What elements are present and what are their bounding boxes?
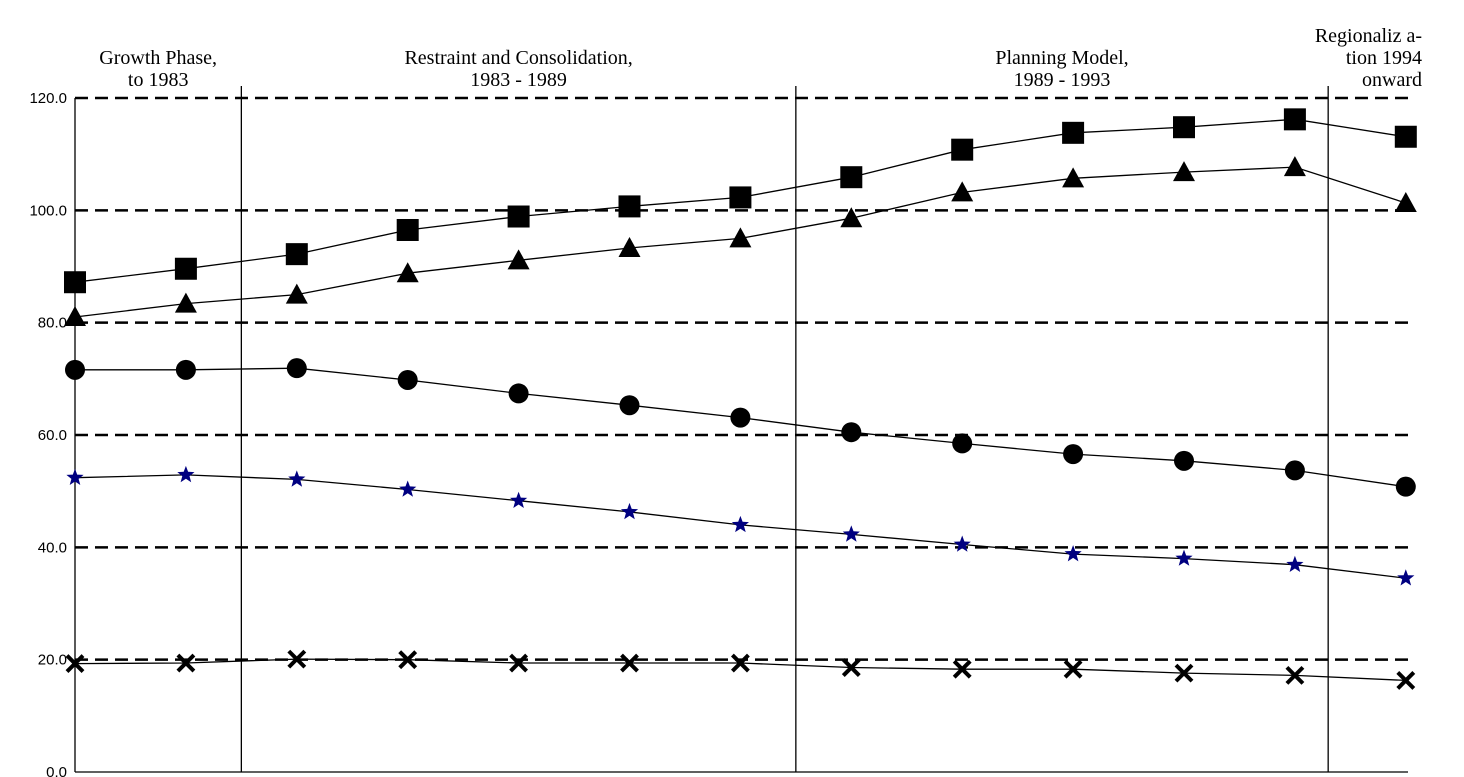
data-point-x <box>1174 663 1194 683</box>
phase-label: Restraint and Consolidation,1983 - 1989 <box>404 47 632 91</box>
phase-label-line: 1989 - 1993 <box>1014 69 1111 91</box>
data-point-square <box>396 218 419 241</box>
data-point-square <box>64 271 86 294</box>
phase-label-line: Regionaliz a- <box>1315 25 1422 47</box>
data-point-circle <box>952 433 973 454</box>
data-point-x <box>65 654 85 674</box>
data-point-star <box>1397 569 1415 586</box>
series-triangle <box>64 156 1417 327</box>
data-point-square <box>729 186 752 209</box>
y-tick-label: 80.0 <box>38 315 67 332</box>
data-point-circle <box>508 383 529 404</box>
y-tick-label: 60.0 <box>38 427 67 444</box>
data-point-star <box>953 535 971 552</box>
y-tick-label: 0.0 <box>46 764 67 777</box>
data-point-triangle <box>64 306 86 327</box>
data-point-square <box>1173 116 1195 139</box>
data-point-square <box>174 257 197 280</box>
data-point-triangle <box>285 283 308 304</box>
data-point-circle <box>1174 450 1194 471</box>
data-point-circle <box>730 407 751 428</box>
data-point-x <box>398 650 418 670</box>
data-point-x <box>952 659 972 679</box>
data-point-square <box>1283 108 1306 131</box>
data-point-star <box>288 470 306 487</box>
series-square <box>64 108 1417 294</box>
data-point-x <box>1396 671 1416 690</box>
data-point-x <box>176 653 196 673</box>
data-point-square <box>618 195 641 218</box>
data-point-x <box>841 658 861 677</box>
phase-label-line: tion 1994 <box>1346 47 1422 69</box>
phase-label-line: to 1983 <box>128 69 189 91</box>
data-point-star <box>1286 555 1304 572</box>
data-point-star <box>620 502 639 520</box>
data-point-circle <box>619 395 640 416</box>
data-point-star <box>510 491 528 508</box>
data-point-square <box>951 138 974 161</box>
data-point-triangle <box>1394 192 1417 213</box>
data-point-x <box>620 653 639 673</box>
data-point-circle <box>1395 476 1416 497</box>
phase-label: Planning Model,1989 - 1993 <box>995 47 1128 91</box>
data-point-triangle <box>951 181 974 202</box>
data-point-star <box>731 515 749 533</box>
phase-label-line: onward <box>1362 69 1422 91</box>
phase-label-line: Restraint and Consolidation, <box>404 47 632 69</box>
data-point-circle <box>286 358 307 379</box>
data-point-star <box>1064 545 1082 562</box>
y-tick-label: 100.0 <box>29 202 67 219</box>
data-point-x <box>287 649 307 669</box>
phase-label: Growth Phase,to 1983 <box>99 47 217 91</box>
y-tick-label: 20.0 <box>38 652 67 669</box>
data-point-circle <box>1063 444 1084 465</box>
data-point-square <box>285 243 308 266</box>
phase-label-line: Planning Model, <box>995 47 1128 69</box>
data-point-triangle <box>1173 161 1195 182</box>
data-point-star <box>66 468 84 485</box>
data-point-triangle <box>618 236 641 257</box>
data-point-star <box>177 465 195 483</box>
data-point-square <box>1394 125 1417 148</box>
data-point-triangle <box>507 249 530 270</box>
data-point-star <box>1175 549 1193 566</box>
data-point-circle <box>175 359 196 380</box>
data-point-triangle <box>840 207 863 228</box>
data-point-triangle <box>396 262 419 283</box>
series-x <box>65 649 1416 690</box>
data-point-triangle <box>174 292 197 313</box>
data-point-circle <box>397 369 418 390</box>
data-point-x <box>1285 665 1305 685</box>
y-tick-label: 120.0 <box>29 90 67 107</box>
series-star <box>66 465 1415 586</box>
y-axis-tick-labels: 0.0 20.0 40.0 60.0 80.0 100.0 120.0 <box>29 90 67 777</box>
data-point-star <box>399 480 417 497</box>
data-point-circle <box>65 359 85 380</box>
data-point-triangle <box>1283 156 1306 177</box>
y-tick-label: 40.0 <box>38 539 67 556</box>
data-point-circle <box>841 422 862 443</box>
data-point-x <box>1063 659 1083 679</box>
series-circle <box>65 358 1416 497</box>
data-point-square <box>1062 121 1085 144</box>
phase-label-line: Growth Phase, <box>99 47 217 69</box>
data-point-triangle <box>1062 167 1085 188</box>
data-point-x <box>509 653 529 673</box>
data-point-triangle <box>729 227 752 248</box>
data-series <box>64 108 1417 690</box>
data-point-square <box>840 166 863 189</box>
phase-dividers <box>74 86 1329 772</box>
data-point-square <box>507 205 530 228</box>
data-point-x <box>730 653 750 673</box>
data-point-star <box>842 525 860 542</box>
phase-labels: Growth Phase,to 1983 Restraint and Consol… <box>99 25 1422 91</box>
phase-label-line: 1983 - 1989 <box>470 69 567 91</box>
data-point-circle <box>1284 460 1305 481</box>
